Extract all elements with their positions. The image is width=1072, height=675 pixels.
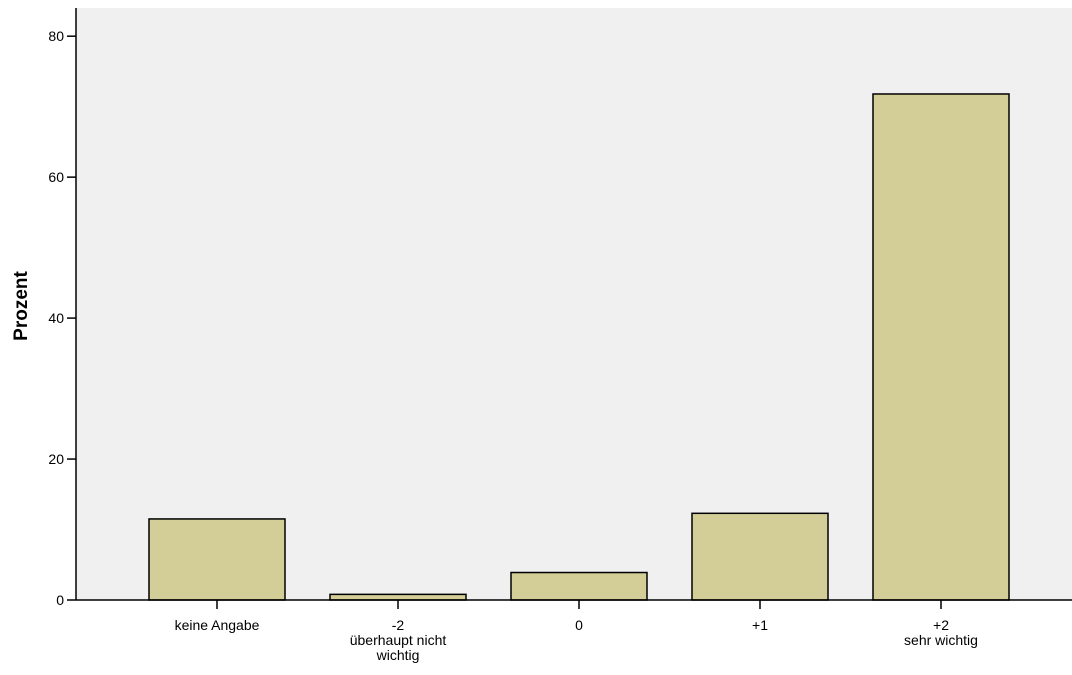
bar-1 [329, 593, 467, 601]
x-tick-label: +1 [752, 617, 768, 633]
y-tick-label: 40 [48, 310, 64, 326]
y-axis-title: Prozent [11, 270, 32, 340]
y-tick-label: 0 [56, 592, 64, 608]
x-tick-label: 0 [575, 617, 583, 633]
x-tick-label: -2 überhaupt nicht wichtig [350, 617, 447, 663]
bar-3 [691, 512, 829, 601]
x-tick-label: keine Angabe [175, 617, 260, 633]
bar-4 [872, 93, 1010, 601]
bar-2 [510, 571, 648, 601]
y-tick-label: 20 [48, 451, 64, 467]
y-tick-label: 60 [48, 169, 64, 185]
y-tick-label: 80 [48, 28, 64, 44]
x-tick-label: +2 sehr wichtig [904, 617, 978, 648]
bar-0 [148, 518, 286, 601]
